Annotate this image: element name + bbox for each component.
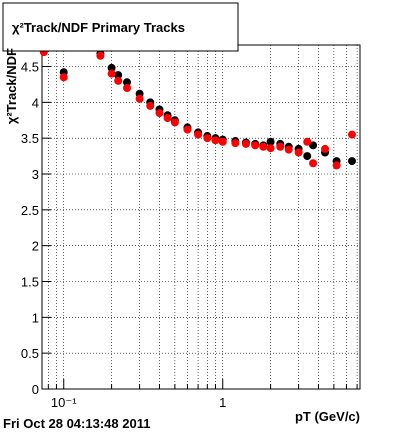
point	[107, 63, 116, 72]
y-tick-label: 2	[32, 239, 39, 254]
point	[321, 144, 330, 153]
x-tick-label: 10⁻¹	[51, 395, 77, 410]
y-tick-label: 0	[32, 382, 39, 397]
title-box	[2, 2, 239, 52]
point	[347, 157, 356, 166]
x-axis-label: pT (GeV/c)	[295, 409, 360, 424]
point	[294, 148, 303, 157]
y-tick-label: 1.5	[21, 275, 39, 290]
point	[194, 130, 203, 139]
point	[332, 161, 341, 170]
x-tick-label: 1	[219, 395, 226, 410]
point	[303, 137, 312, 146]
point	[266, 144, 275, 153]
point	[241, 139, 250, 148]
plot: 0 0.5 1 1.5 2 2.5 3 3.5 4 4.5 10⁻¹ 1	[21, 44, 360, 410]
point	[114, 71, 123, 80]
point	[183, 125, 192, 134]
point	[203, 134, 212, 143]
point	[155, 109, 164, 118]
point	[107, 69, 116, 78]
y-tick-label: 1	[32, 310, 39, 325]
y-tick-label: 2.5	[21, 203, 39, 218]
point	[309, 159, 318, 168]
point	[211, 136, 220, 145]
y-tick-label: 3	[32, 167, 39, 182]
point	[309, 141, 318, 150]
point	[266, 137, 275, 146]
y-tick-label: 3.5	[21, 131, 39, 146]
point	[251, 141, 260, 150]
point	[259, 142, 268, 151]
point	[276, 142, 285, 151]
point	[96, 51, 105, 60]
point	[123, 84, 132, 92]
point	[163, 114, 172, 123]
point	[170, 118, 179, 127]
point	[218, 137, 227, 146]
point	[284, 145, 293, 154]
point	[146, 101, 155, 110]
y-tick-label: 4.5	[21, 60, 39, 75]
point	[135, 94, 144, 103]
point	[231, 139, 240, 148]
y-tick-label: 0.5	[21, 346, 39, 361]
point	[114, 76, 123, 85]
point	[303, 152, 312, 161]
point	[59, 73, 68, 82]
point	[347, 130, 356, 139]
y-tick-label: 4	[32, 95, 39, 110]
point	[123, 78, 132, 87]
chart-title: χ²Track/NDF Primary Tracks	[12, 20, 185, 35]
y-axis-label: χ²Track/NDF	[4, 48, 19, 124]
footer: Fri Oct 28 04:13:48 2011	[3, 416, 150, 431]
